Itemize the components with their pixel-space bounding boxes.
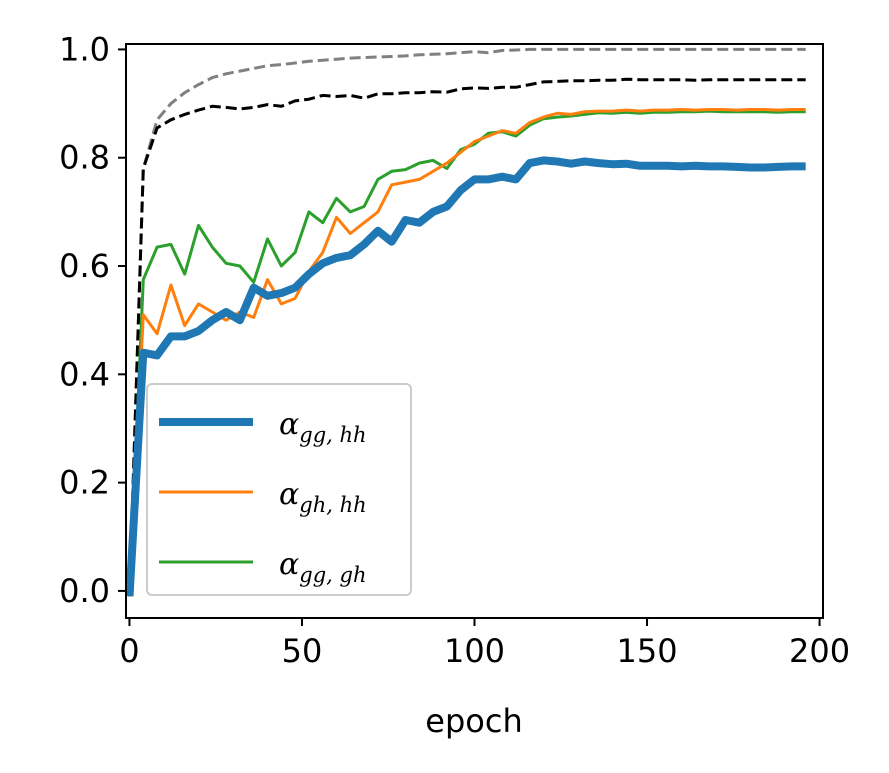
legend-box <box>146 383 412 596</box>
x-tick-label: 100 <box>444 632 505 670</box>
series-line-4 <box>128 77 806 597</box>
y-tick-label: 0.0 <box>59 572 110 610</box>
x-tick-label: 50 <box>282 632 323 670</box>
legend-label-2: αgg, gh <box>279 547 366 587</box>
plot-area <box>126 47 806 597</box>
y-tick-label: 0.4 <box>59 355 110 393</box>
x-axis-label: epoch <box>425 702 522 740</box>
y-tick-label: 1.0 <box>59 30 110 68</box>
y-tick-label: 0.6 <box>59 247 110 285</box>
series-line-3 <box>128 47 806 597</box>
y-tick-label: 0.2 <box>59 464 110 502</box>
x-tick-label: 200 <box>789 632 850 670</box>
axes: 0 50 100 150 200 0.0 0.2 0.4 0.6 0.8 1.0 <box>59 30 850 670</box>
y-tick-label: 0.8 <box>59 139 110 177</box>
legend-label-1: αgh, hh <box>279 477 367 517</box>
x-tick-label: 150 <box>616 632 677 670</box>
legend-label-0: αgg, hh <box>279 407 367 447</box>
series-line-0 <box>126 156 806 597</box>
legend: αgg, hh αgh, hh αgg, gh <box>146 383 412 596</box>
x-tick-label: 0 <box>119 632 139 670</box>
